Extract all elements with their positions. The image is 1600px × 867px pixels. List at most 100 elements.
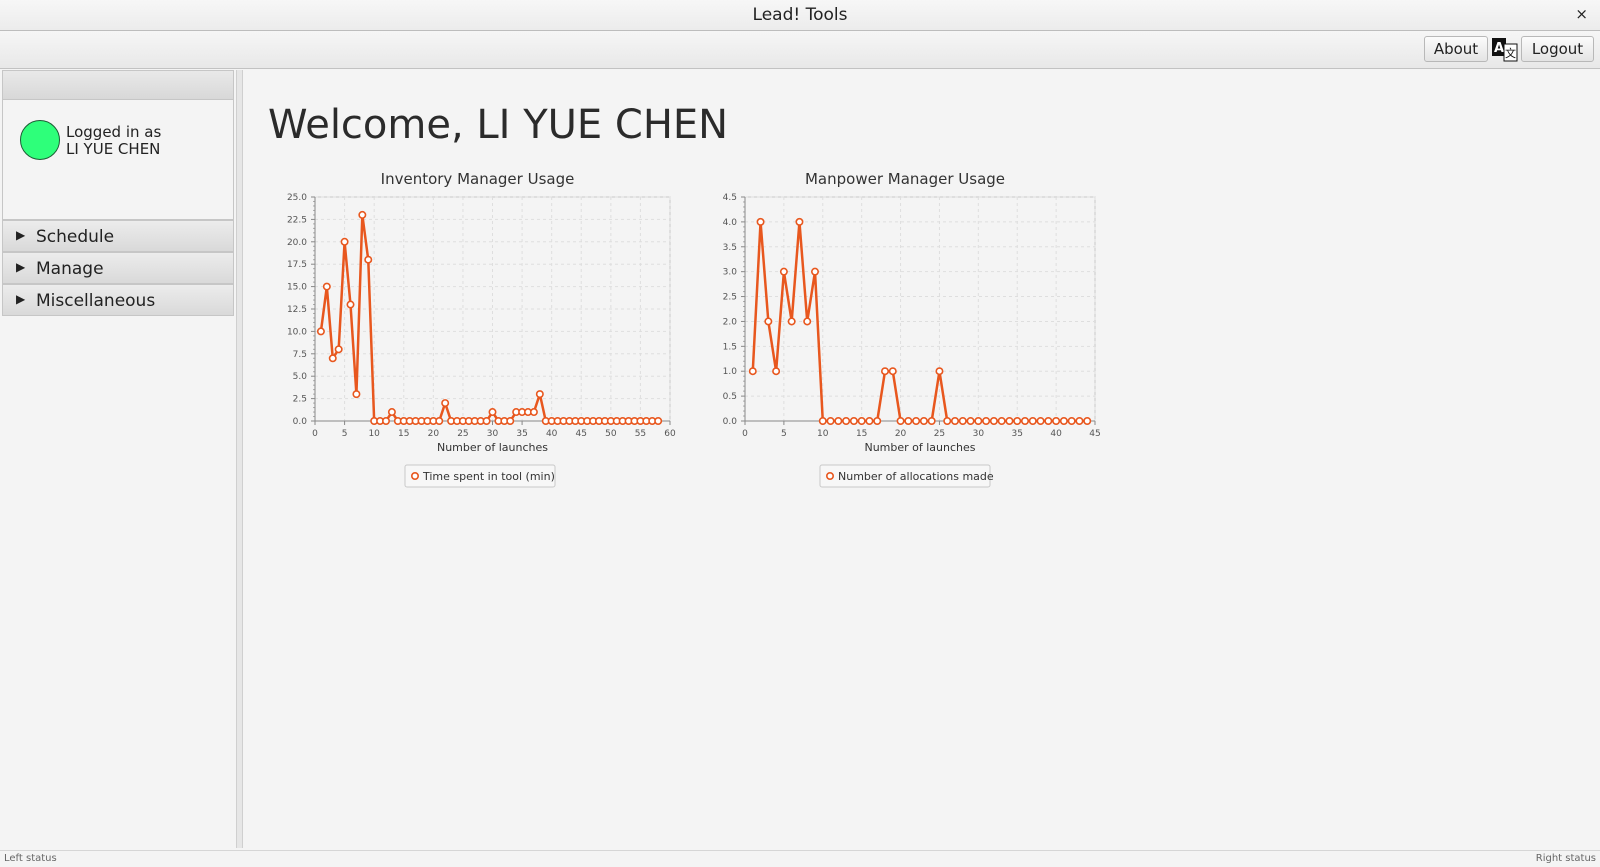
x-tick-label: 60	[664, 429, 676, 439]
x-tick-label: 45	[576, 429, 587, 439]
data-point	[943, 417, 952, 426]
legend-marker	[826, 471, 835, 480]
legend-label: Time spent in tool (min)	[422, 470, 555, 483]
data-point	[787, 317, 796, 326]
data-point	[966, 417, 975, 426]
sidebar-item-manage[interactable]: ▶ Manage	[2, 252, 234, 284]
x-tick-label: 10	[368, 429, 380, 439]
data-point	[756, 217, 765, 226]
legend-marker	[411, 471, 420, 480]
y-tick-label: 5.0	[293, 372, 308, 382]
data-point	[811, 267, 820, 276]
x-tick-label: 20	[895, 429, 907, 439]
avatar	[20, 120, 60, 160]
close-icon[interactable]: ×	[1575, 5, 1588, 23]
legend-box	[819, 464, 991, 488]
translate-icon-graphic: A 文	[1492, 38, 1518, 62]
sidebar-item-label: Miscellaneous	[36, 291, 156, 311]
y-tick-label: 2.0	[723, 317, 738, 327]
data-point	[834, 417, 843, 426]
x-tick-label: 25	[934, 429, 945, 439]
toolbar: About A 文 Logout	[0, 31, 1600, 69]
y-tick-label: 0.0	[293, 417, 308, 427]
split-pane-divider[interactable]	[237, 70, 243, 848]
data-point	[982, 417, 991, 426]
sidebar-item-label: Schedule	[36, 227, 115, 247]
x-tick-label: 45	[1089, 429, 1100, 439]
data-point	[958, 417, 967, 426]
expand-arrow-icon: ▶	[16, 228, 26, 242]
x-tick-label: 25	[457, 429, 468, 439]
y-tick-label: 2.5	[293, 395, 307, 405]
y-tick-label: 15.0	[287, 283, 307, 293]
manpower-usage-chart: Manpower Manager Usage 0.0 0.5 1.0 1.5 2.0 2.5…	[723, 170, 1101, 488]
data-point	[352, 390, 361, 399]
x-tick-label: 35	[516, 429, 527, 439]
logout-button[interactable]: Logout	[1521, 36, 1594, 62]
data-point	[919, 417, 928, 426]
user-info: Logged in as LI YUE CHEN	[66, 124, 161, 158]
data-point	[912, 417, 921, 426]
data-point	[842, 417, 851, 426]
data-point	[1052, 417, 1061, 426]
data-point	[1044, 417, 1053, 426]
x-tick-label: 15	[398, 429, 409, 439]
data-point	[748, 367, 757, 376]
x-tick-label: 0	[742, 429, 748, 439]
right-status: Right status	[1535, 853, 1596, 864]
y-tick-label: 0.0	[723, 417, 738, 427]
data-point	[1083, 417, 1092, 426]
data-point	[795, 217, 804, 226]
y-tick-label: 4.0	[723, 218, 738, 228]
title-bar: Lead! Tools ×	[0, 0, 1600, 31]
data-point	[865, 417, 874, 426]
about-button[interactable]: About	[1424, 36, 1488, 62]
data-point	[529, 408, 538, 417]
y-tick-label: 0.5	[723, 392, 737, 402]
data-point	[888, 367, 897, 376]
y-tick-label: 1.0	[723, 367, 738, 377]
status-bar: Left status Right status	[0, 850, 1600, 867]
legend-box	[404, 464, 556, 488]
data-point	[346, 300, 355, 309]
data-point	[935, 367, 944, 376]
user-panel: Logged in as LI YUE CHEN	[2, 100, 234, 220]
y-tick-label: 7.5	[293, 350, 307, 360]
translate-icon[interactable]: A 文	[1492, 38, 1518, 62]
x-tick-label: 35	[1011, 429, 1022, 439]
data-point	[927, 417, 936, 426]
left-status: Left status	[4, 853, 57, 864]
data-point	[1028, 417, 1037, 426]
logged-in-label: Logged in as	[66, 123, 162, 141]
data-point	[387, 408, 396, 417]
data-point	[974, 417, 983, 426]
legend-label: Number of allocations made	[838, 470, 994, 483]
data-point	[989, 417, 998, 426]
data-point	[818, 417, 827, 426]
y-tick-label: 2.5	[723, 293, 737, 303]
x-tick-label: 5	[342, 429, 348, 439]
data-point	[826, 417, 835, 426]
y-tick-label: 4.5	[723, 193, 737, 203]
x-tick-label: 40	[546, 429, 558, 439]
x-axis-label: Number of launches	[864, 441, 975, 454]
data-point	[1005, 417, 1014, 426]
data-point	[435, 417, 444, 426]
sidebar-item-miscellaneous[interactable]: ▶ Miscellaneous	[2, 284, 234, 316]
data-point	[441, 399, 450, 408]
sidebar-item-schedule[interactable]: ▶ Schedule	[2, 220, 234, 252]
x-tick-label: 20	[428, 429, 440, 439]
y-tick-label: 1.5	[723, 342, 737, 352]
data-point	[1059, 417, 1068, 426]
y-tick-label: 25.0	[287, 193, 307, 203]
data-point	[951, 417, 960, 426]
sidebar-header	[2, 70, 234, 100]
data-point	[803, 317, 812, 326]
data-point	[1013, 417, 1022, 426]
data-point	[997, 417, 1006, 426]
x-tick-label: 30	[487, 429, 499, 439]
data-point	[896, 417, 905, 426]
x-tick-label: 40	[1050, 429, 1062, 439]
data-point	[506, 417, 515, 426]
page-title: Welcome, LI YUE CHEN	[268, 102, 729, 148]
